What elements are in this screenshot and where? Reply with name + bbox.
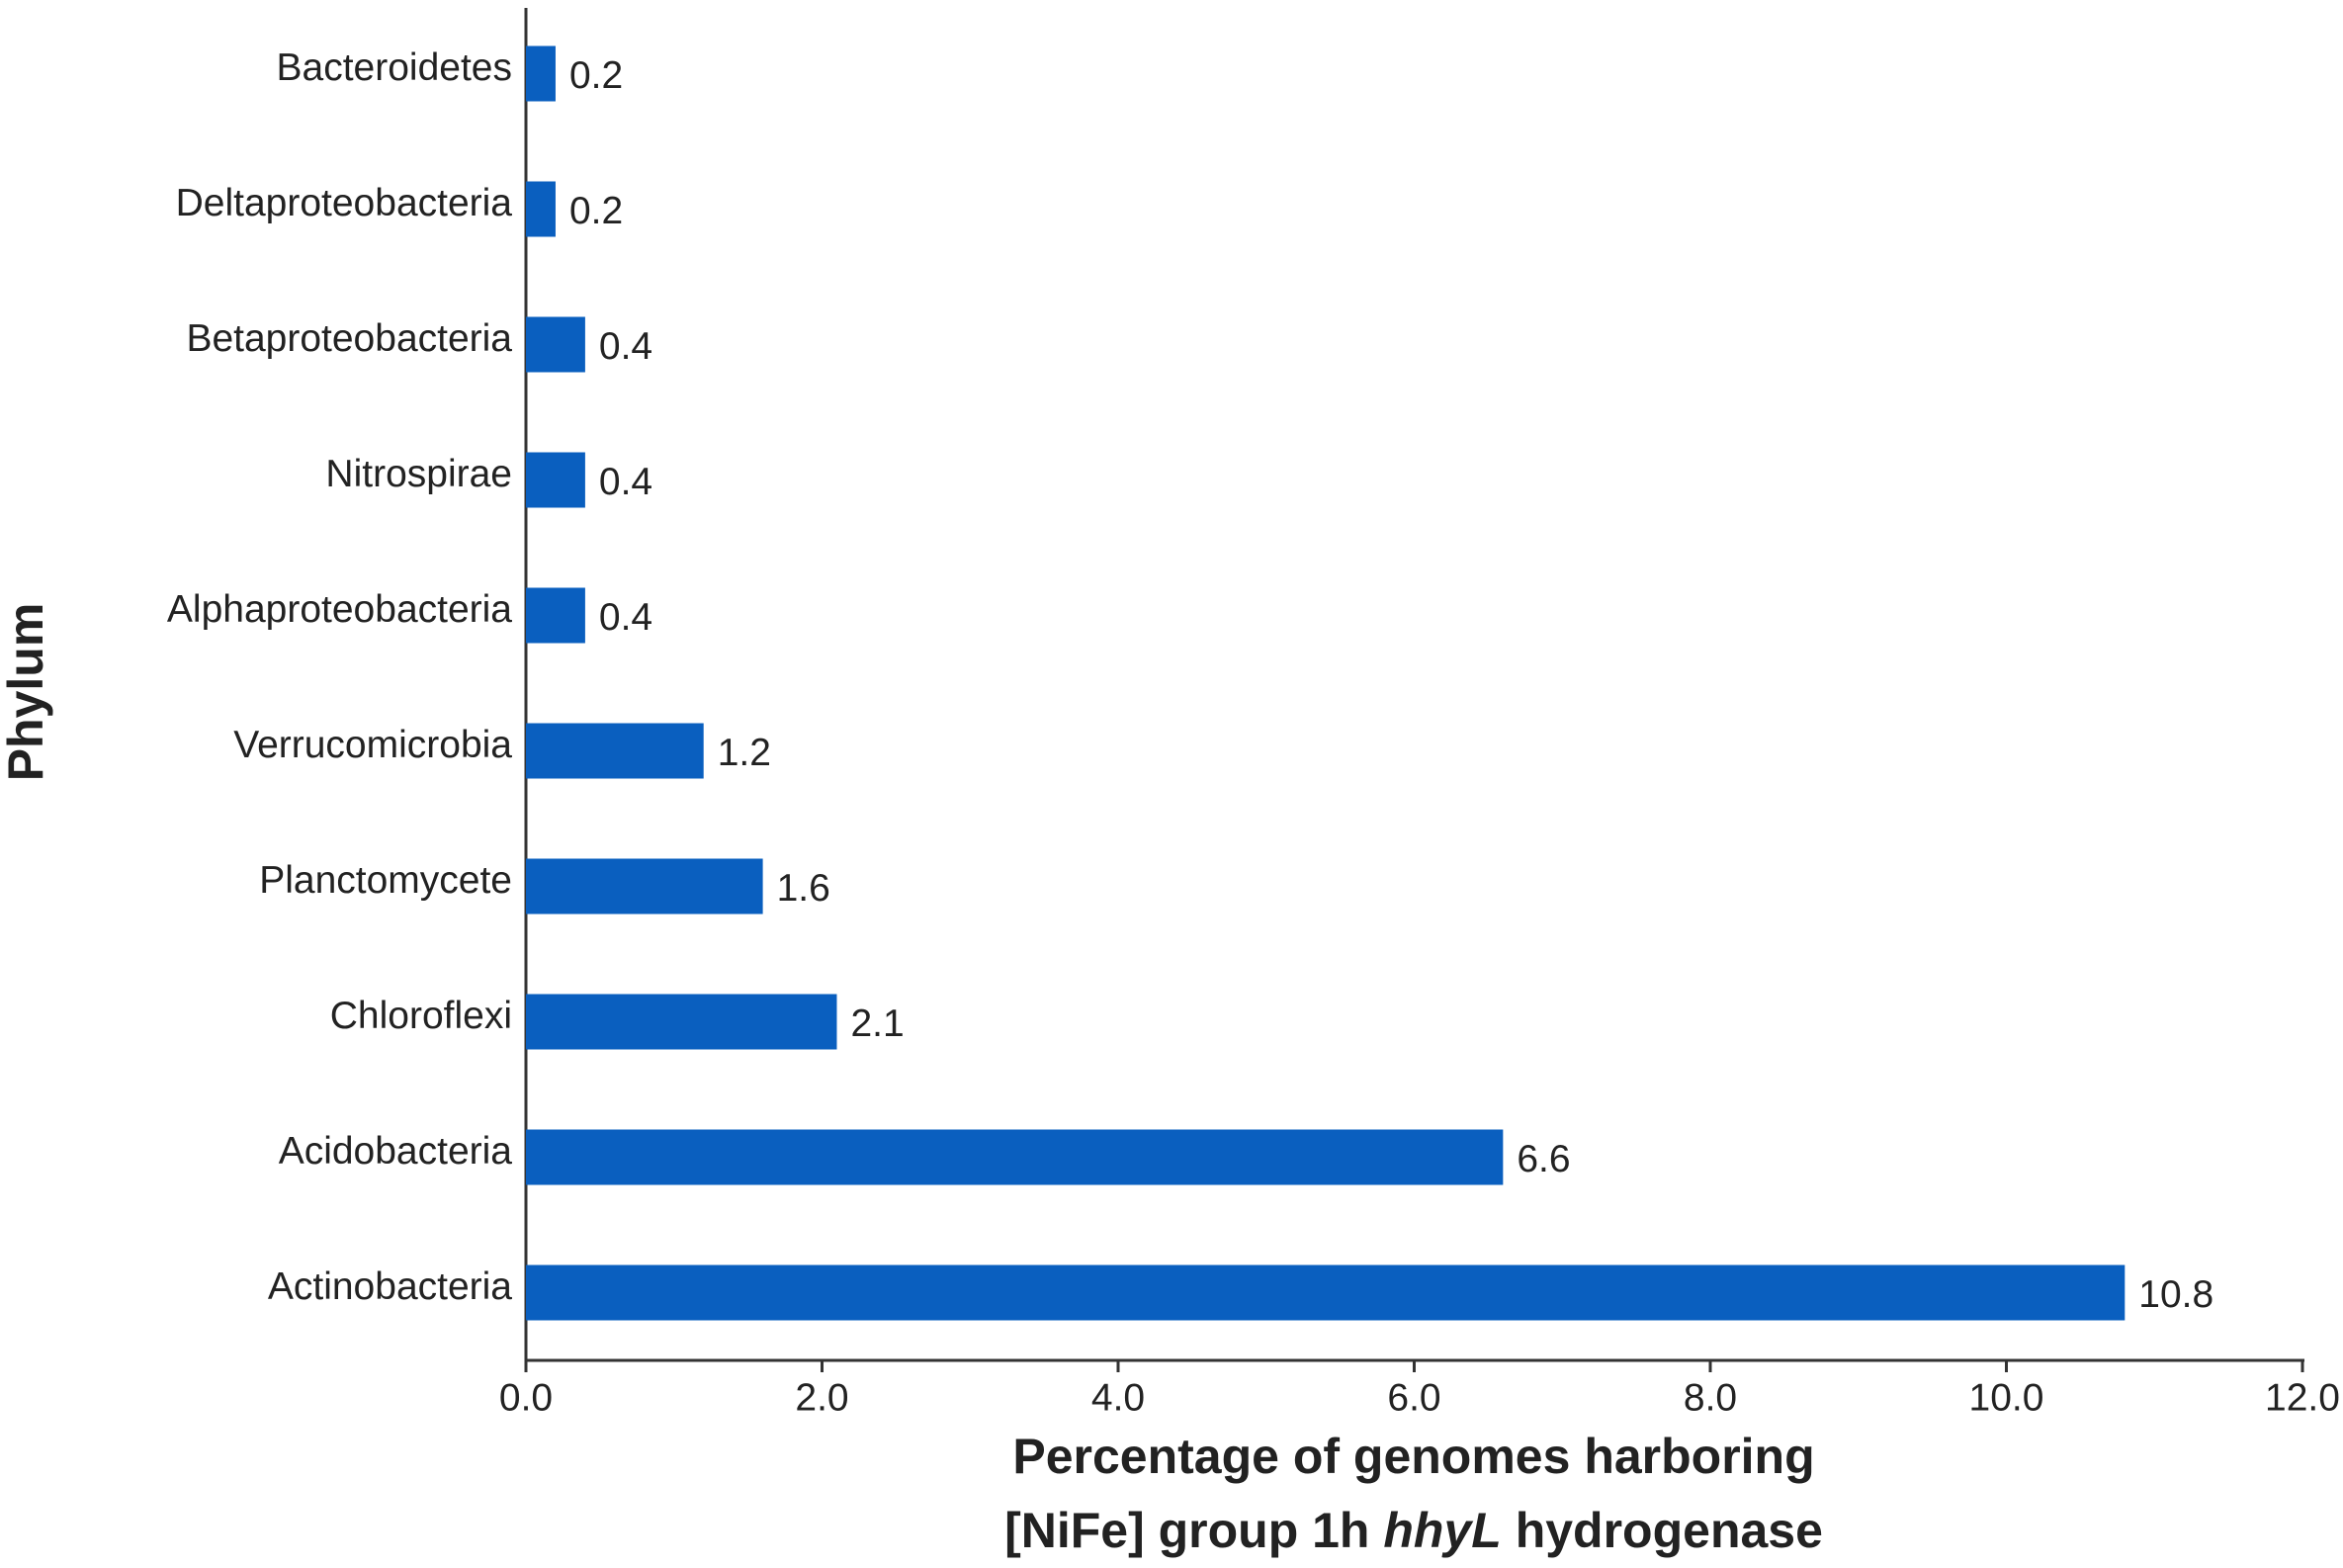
bar (526, 181, 556, 237)
value-label: 0.4 (599, 596, 652, 639)
value-label: 0.2 (569, 54, 623, 97)
bar (526, 1129, 1504, 1185)
x-tick-label: 6.0 (1387, 1376, 1440, 1419)
x-tick-label: 2.0 (795, 1376, 848, 1419)
x-tick-label: 4.0 (1091, 1376, 1145, 1419)
x-tick-label: 8.0 (1684, 1376, 1737, 1419)
value-label: 0.2 (569, 190, 623, 232)
bar (526, 316, 585, 373)
x-tick-label: 12.0 (2265, 1376, 2340, 1419)
y-tick-label: Nitrospirae (325, 453, 512, 495)
value-label: 1.6 (777, 867, 830, 910)
y-tick-label: Deltaproteobacteria (176, 182, 513, 224)
y-tick-label: Chloroflexi (330, 995, 512, 1037)
value-label: 0.4 (599, 325, 652, 368)
y-tick-label: Betaproteobacteria (186, 317, 512, 360)
x-tick-label: 10.0 (1969, 1376, 2044, 1419)
bar (526, 723, 704, 779)
x-axis-title-part: hhyL (1383, 1503, 1501, 1558)
value-label: 6.6 (1517, 1138, 1570, 1180)
bar (526, 45, 556, 102)
value-label: 10.8 (2138, 1273, 2213, 1316)
y-tick-label: Verrucomicrobia (233, 724, 512, 766)
y-axis-title: Phylum (0, 603, 53, 782)
x-tick-label: 0.0 (499, 1376, 553, 1419)
y-tick-label: Alphaproteobacteria (167, 588, 512, 631)
value-label: 0.4 (599, 461, 652, 503)
x-axis-title-part: [NiFe] group 1h (1004, 1503, 1383, 1558)
value-label: 1.2 (718, 732, 771, 774)
value-label: 2.1 (850, 1002, 904, 1045)
bar (526, 858, 763, 915)
bar (526, 452, 585, 508)
y-tick-label: Acidobacteria (279, 1130, 513, 1173)
y-tick-label: Bacteroidetes (277, 46, 512, 89)
bar (526, 994, 837, 1050)
x-axis-title-part: hydrogenase (1502, 1503, 1823, 1558)
y-tick-label: Planctomycete (259, 859, 512, 902)
x-axis-title: [NiFe] group 1h hhyL hydrogenase (1004, 1503, 1823, 1558)
x-axis-title: Percentage of genomes harboring (1012, 1429, 1814, 1484)
bar (526, 587, 585, 644)
y-tick-label: Actinobacteria (268, 1265, 512, 1308)
bar (526, 1264, 2126, 1321)
